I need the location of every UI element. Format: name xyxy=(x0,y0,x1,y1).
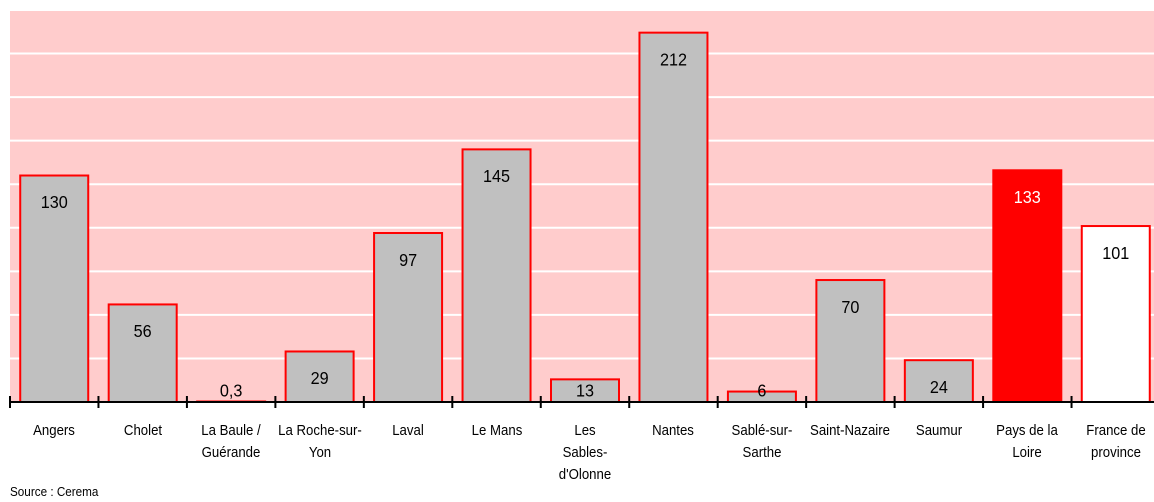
bar xyxy=(19,174,90,403)
bar xyxy=(461,148,532,403)
bar xyxy=(107,303,178,403)
source: Source : Cerema xyxy=(10,484,99,499)
bar xyxy=(815,279,886,403)
data-label: 133 xyxy=(1014,187,1041,207)
x-tick-label: Saint-Nazaire xyxy=(810,422,891,439)
bar xyxy=(992,169,1063,403)
x-tick-label: Pays de la Loire xyxy=(996,422,1059,461)
bar xyxy=(373,232,444,403)
data-label: 212 xyxy=(660,50,687,70)
data-label: 97 xyxy=(399,250,417,270)
bar xyxy=(638,31,709,403)
x-tick-label: La Baule / Guérande xyxy=(201,422,261,461)
data-label: 101 xyxy=(1102,243,1129,263)
x-tick-label: Cholet xyxy=(123,422,162,439)
plot-background xyxy=(10,10,1154,402)
data-label: 145 xyxy=(483,166,510,186)
bar xyxy=(1080,225,1151,403)
x-tick-label: Le Mans xyxy=(471,422,522,439)
data-label: 56 xyxy=(134,321,152,341)
data-label: 0,3 xyxy=(220,381,243,401)
bar xyxy=(284,350,355,403)
x-tick-label: France de province xyxy=(1086,422,1146,461)
x-tick-label: Saumur xyxy=(915,422,962,439)
x-tick-label: La Roche-sur-Yon xyxy=(277,422,362,461)
x-tick-label: Angers xyxy=(33,422,76,439)
data-label: 6 xyxy=(757,381,766,401)
data-label: 24 xyxy=(930,377,948,397)
x-tick-label: Les Sables-d'Olonne xyxy=(558,422,612,483)
x-tick-label: Laval xyxy=(392,422,424,439)
data-label: 130 xyxy=(41,192,68,212)
data-label: 13 xyxy=(576,381,594,401)
x-tick-label: Sablé-sur-Sarthe xyxy=(731,422,793,461)
data-label: 29 xyxy=(311,368,329,388)
data-label: 70 xyxy=(841,297,859,317)
x-tick-label: Nantes xyxy=(652,422,695,439)
